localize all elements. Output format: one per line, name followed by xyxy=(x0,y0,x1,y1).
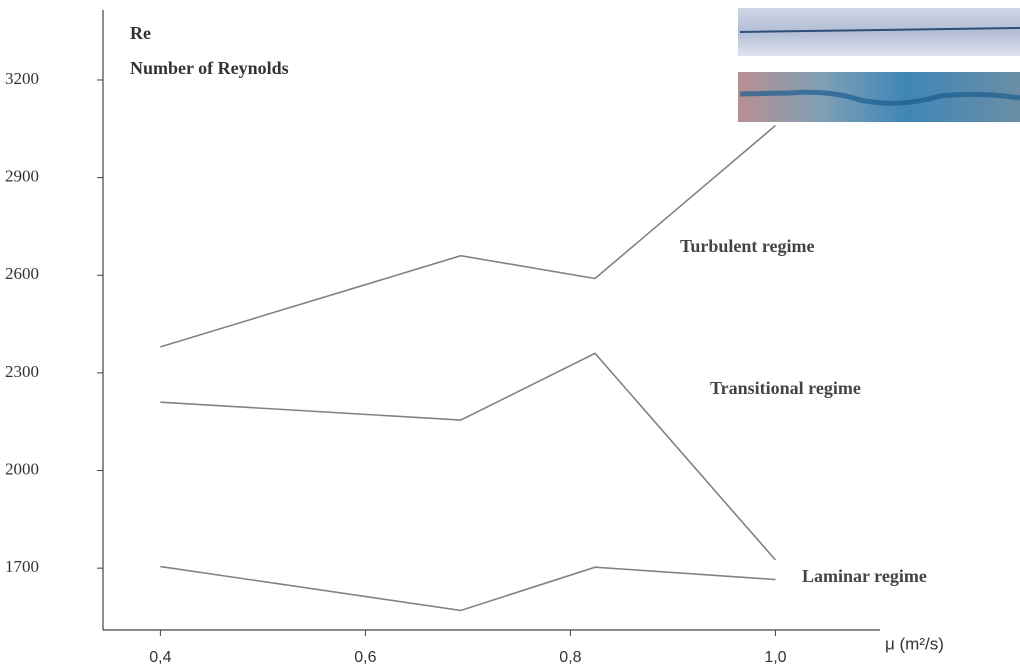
series-line xyxy=(160,124,776,348)
y-tick-label: 2000 xyxy=(5,459,39,478)
y-tick-label: 1700 xyxy=(5,557,39,576)
x-tick-label: 0,6 xyxy=(354,649,376,666)
photo-streak xyxy=(739,89,1020,106)
series-line xyxy=(160,352,777,561)
y-tick-label: 3200 xyxy=(5,69,39,88)
y-label: Number of Reynolds xyxy=(130,58,289,78)
x-tick-label: 1,0 xyxy=(764,649,786,666)
x-tick-label: 0,4 xyxy=(149,649,171,666)
series-line xyxy=(160,565,776,612)
x-label: μ (m²/s) xyxy=(885,634,944,653)
annotation: Transitional regime xyxy=(710,378,861,398)
photo-streak xyxy=(739,27,1020,33)
annotation: Laminar regime xyxy=(802,566,927,586)
x-tick-label: 0,8 xyxy=(559,649,581,666)
y-tick-label: 2900 xyxy=(5,167,39,186)
turbulent-photo xyxy=(738,72,1020,122)
y-tick-label: 2600 xyxy=(5,264,39,283)
annotation: Turbulent regime xyxy=(680,236,815,256)
y-tick-label: 2300 xyxy=(5,362,39,381)
y-label-short: Re xyxy=(130,23,151,43)
